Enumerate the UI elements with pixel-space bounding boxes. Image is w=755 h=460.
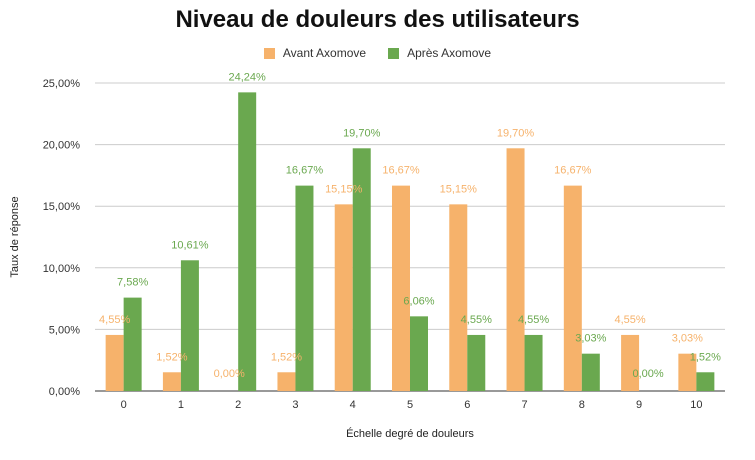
data-label-apres: 0,00%: [632, 368, 663, 380]
x-tick-label: 5: [407, 399, 413, 411]
x-tick-label: 9: [636, 399, 642, 411]
bar-avant[interactable]: [392, 185, 410, 391]
x-tick-label: 3: [292, 399, 298, 411]
legend-label-apres: Après Axomove: [407, 46, 492, 60]
bar-apres[interactable]: [352, 148, 371, 391]
data-label-avant: 4,55%: [99, 314, 130, 326]
x-tick-label: 7: [521, 399, 527, 411]
data-labels: 4,55% 7,58% 1,52% 10,61% 0,00% 24,24% 1,52% 16,…: [99, 71, 721, 380]
bar-avant[interactable]: [449, 204, 468, 391]
bar-avant[interactable]: [277, 372, 296, 391]
data-label-apres: 16,67%: [286, 165, 324, 177]
x-tick-label: 0: [121, 399, 127, 411]
data-label-avant: 15,15%: [440, 183, 478, 195]
bar-apres[interactable]: [696, 372, 715, 391]
y-tick-label: 5,00%: [49, 324, 80, 336]
legend: Avant Axomove Après Axomove: [0, 46, 755, 60]
bar-avant[interactable]: [563, 185, 582, 391]
bar-avant[interactable]: [334, 204, 353, 391]
legend-label-avant: Avant Axomove: [282, 46, 367, 60]
bar-avant[interactable]: [162, 372, 181, 391]
x-tick-label: 6: [464, 399, 470, 411]
bar-avant[interactable]: [105, 334, 124, 391]
chart-title: Niveau de douleurs des utilisateurs: [175, 6, 580, 33]
x-tick-label: 2: [235, 399, 241, 411]
bar-apres[interactable]: [524, 334, 543, 391]
data-label-avant: 16,67%: [382, 165, 420, 177]
y-tick-label: 10,00%: [43, 263, 81, 275]
bar-apres[interactable]: [467, 334, 486, 391]
data-label-apres: 24,24%: [229, 71, 267, 83]
data-label-avant: 3,03%: [672, 333, 703, 345]
bar-apres[interactable]: [581, 353, 600, 391]
legend-swatch-apres: [388, 47, 400, 59]
x-tick-label: 10: [690, 399, 702, 411]
x-axis-ticks: 0 1 2 3 4 5 6 7 8 9 10: [121, 399, 703, 411]
legend-swatch-avant: [263, 47, 275, 59]
legend-item-apres[interactable]: Après Axomove: [388, 46, 491, 60]
x-tick-label: 8: [579, 399, 585, 411]
data-label-avant: 16,67%: [554, 165, 592, 177]
data-label-avant: 19,70%: [497, 127, 535, 139]
y-tick-label: 0,00%: [49, 386, 80, 398]
data-label-avant: 15,15%: [325, 183, 363, 195]
data-label-avant: 4,55%: [614, 314, 645, 326]
x-tick-label: 4: [350, 399, 356, 411]
x-tick-label: 1: [178, 399, 184, 411]
y-tick-label: 15,00%: [43, 201, 81, 213]
y-axis-title: Taux de réponse: [9, 196, 21, 277]
bars: [105, 92, 715, 392]
data-label-apres: 6,06%: [403, 295, 434, 307]
y-tick-label: 20,00%: [43, 140, 81, 152]
data-label-avant: 0,00%: [214, 368, 245, 380]
data-label-apres: 4,55%: [518, 314, 549, 326]
bar-avant[interactable]: [621, 334, 640, 391]
bar-apres[interactable]: [180, 260, 199, 391]
data-label-apres: 7,58%: [117, 277, 148, 289]
bar-apres[interactable]: [295, 185, 314, 391]
data-label-apres: 19,70%: [343, 127, 381, 139]
y-tick-label: 25,00%: [43, 78, 81, 90]
data-label-avant: 1,52%: [156, 351, 187, 363]
data-label-apres: 4,55%: [461, 314, 492, 326]
data-label-apres: 10,61%: [171, 239, 209, 251]
bar-apres[interactable]: [123, 297, 142, 391]
x-axis-title: Échelle degré de douleurs: [346, 427, 474, 440]
data-label-avant: 1,52%: [271, 351, 302, 363]
bar-avant[interactable]: [678, 353, 697, 391]
legend-item-avant[interactable]: Avant Axomove: [263, 46, 367, 60]
y-axis-ticks: 0,00% 5,00% 10,00% 15,00% 20,00% 25,00%: [43, 78, 81, 398]
bar-avant[interactable]: [506, 148, 525, 391]
data-label-apres: 1,52%: [690, 351, 721, 363]
bar-apres[interactable]: [238, 92, 257, 392]
data-label-apres: 3,03%: [575, 333, 606, 345]
bar-apres[interactable]: [410, 316, 428, 391]
